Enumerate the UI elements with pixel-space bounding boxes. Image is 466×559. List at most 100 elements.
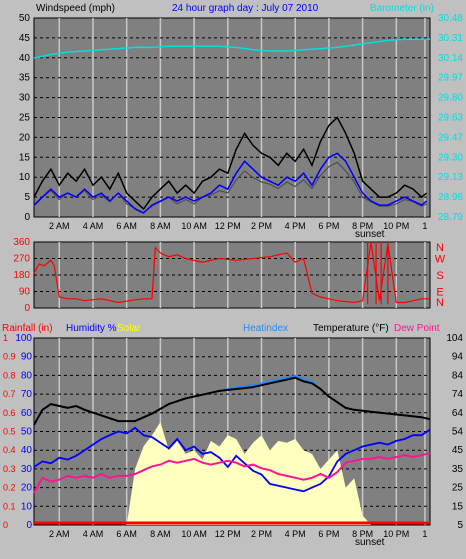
sunset-label-1: sunset	[355, 229, 385, 240]
dir-ytick-3: 270	[13, 254, 30, 265]
sunset-label-2: sunset	[355, 537, 385, 548]
temp-ytick-7: 74	[452, 389, 464, 400]
rain-y-tick-labels: 0 0.1 0.2 0.3 0.4 0.5 0.6 0.7 0.8 0.9 1	[3, 333, 16, 530]
wind-xtick-10: 10 PM	[383, 221, 409, 231]
dewpoint-line	[33, 452, 431, 494]
wind-xtick-3: 8 AM	[150, 221, 171, 231]
rain-axis-label: Rainfall (in)	[2, 323, 53, 334]
wind-ytick-8: 40	[19, 53, 31, 64]
rain-ytick-8: 0.8	[3, 370, 16, 380]
wind-direction-line	[33, 241, 430, 304]
dewpoint-axis-label: Dew Point	[394, 323, 440, 334]
rain-ytick-0: 0	[3, 520, 8, 530]
humidity-ytick-6: 60	[21, 408, 33, 419]
wind-xtick-0: 2 AM	[49, 221, 70, 231]
temp-xtick-9: 8 PM	[352, 529, 373, 539]
wind-xtick-7: 4 PM	[285, 221, 306, 231]
wind-ytick-7: 35	[19, 73, 31, 84]
wind-series	[33, 38, 430, 214]
rain-ytick-7: 0.7	[3, 389, 16, 399]
compass-1: W	[435, 254, 446, 266]
baro-ytick-8: 30.14	[438, 53, 463, 64]
wind-xtick-9: 8 PM	[352, 221, 373, 231]
baro-ytick-0: 28.79	[438, 212, 463, 223]
humidity-ytick-2: 20	[21, 483, 33, 494]
baro-ytick-1: 28.96	[438, 192, 463, 203]
temp-ytick-4: 45	[452, 445, 464, 456]
wind-ytick-5: 25	[19, 113, 31, 124]
temp-xtick-3: 8 AM	[150, 529, 171, 539]
humidity-y-tick-labels: 0 10 20 30 40 50 60 70 80 90 100	[15, 333, 32, 531]
wind-x-tick-labels: 2 AM 4 AM 6 AM 8 AM 10 AM 12 PM 2 PM 4 PM 6 PM 8 …	[49, 221, 427, 231]
baro-ytick-6: 29.80	[438, 93, 463, 104]
wind-xtick-8: 6 PM	[318, 221, 339, 231]
windspeed-line	[33, 116, 428, 211]
temp-ytick-3: 35	[452, 464, 464, 475]
dir-ytick-2: 180	[13, 270, 30, 281]
wind-average-line	[33, 152, 428, 214]
solar-area	[126, 422, 371, 525]
baro-ytick-9: 30.31	[438, 33, 463, 44]
rain-ytick-5: 0.5	[3, 427, 16, 437]
temp-xtick-7: 4 PM	[285, 529, 306, 539]
wind-ytick-10: 50	[19, 13, 31, 24]
wind-xtick-11: 1	[422, 221, 427, 231]
wind-xtick-6: 2 PM	[251, 221, 272, 231]
temp-ytick-10: 104	[446, 333, 463, 344]
wind-xtick-5: 12 PM	[215, 221, 241, 231]
direction-series	[33, 241, 430, 305]
wind-ytick-4: 20	[19, 132, 31, 143]
humidity-ytick-4: 40	[21, 445, 33, 456]
baro-ytick-7: 29.97	[438, 73, 463, 84]
temp-grid	[34, 338, 430, 525]
temp-ytick-6: 64	[452, 408, 464, 419]
rain-ytick-1: 0.1	[3, 501, 16, 511]
humidity-ytick-3: 30	[21, 464, 33, 475]
wind-ytick-0: 0	[24, 212, 30, 223]
humidity-ytick-7: 70	[21, 389, 33, 400]
temp-ytick-2: 25	[452, 483, 464, 494]
baro-ytick-3: 29.30	[438, 152, 463, 163]
baro-ytick-2: 29.13	[438, 172, 463, 183]
baro-y-tick-labels: 28.79 28.96 29.13 29.30 29.47 29.63 29.80 29.97…	[438, 13, 463, 223]
temp-xtick-4: 10 AM	[181, 529, 207, 539]
dir-ytick-0: 0	[24, 303, 30, 314]
wind-y-tick-labels: 0 5 10 15 20 25 30 35 40 45 50	[19, 13, 31, 223]
heatindex-axis-label: Heatindex	[243, 323, 288, 334]
humidity-ytick-9: 90	[21, 352, 33, 363]
temp-ytick-9: 94	[452, 352, 464, 363]
dir-ytick-1: 90	[19, 287, 31, 298]
temp-xtick-6: 2 PM	[251, 529, 272, 539]
temp-ytick-1: 15	[452, 501, 464, 512]
temp-xtick-0: 2 AM	[49, 529, 70, 539]
wind-axis-label: Windspeed (mph)	[36, 3, 115, 14]
humidity-ytick-5: 50	[21, 427, 33, 438]
direction-y-tick-labels: 0 90 180 270 360	[13, 237, 30, 314]
temp-ytick-0: 5	[457, 520, 463, 531]
temp-ytick-5: 54	[452, 427, 464, 438]
temp-ytick-8: 84	[452, 370, 464, 381]
rain-ytick-3: 0.3	[3, 464, 16, 474]
temp-series	[33, 374, 431, 525]
wind-ytick-2: 10	[19, 172, 31, 183]
humidity-ytick-10: 100	[15, 333, 32, 344]
temp-xtick-11: 1	[422, 529, 427, 539]
barometer-line	[33, 38, 430, 59]
windspeed-low-line	[33, 161, 427, 214]
compass-2: S	[436, 270, 443, 282]
solar-axis-label: Solar	[117, 323, 141, 334]
humidity-ytick-0: 0	[26, 520, 32, 531]
temp-xtick-8: 6 PM	[318, 529, 339, 539]
humidity-axis-label: Humidity %	[66, 323, 117, 334]
wind-xtick-4: 10 AM	[181, 221, 207, 231]
rain-ytick-10: 1	[3, 333, 8, 343]
baro-axis-label: Barometer (in)	[370, 3, 434, 14]
wind-xtick-1: 4 AM	[83, 221, 104, 231]
temperature-line	[33, 376, 431, 426]
temp-x-tick-labels: 2 AM 4 AM 6 AM 8 AM 10 AM 12 PM 2 PM 4 PM 6 PM 8 …	[49, 529, 427, 539]
chart-title: 24 hour graph day : July 07 2010	[172, 3, 319, 14]
baro-ytick-5: 29.63	[438, 113, 463, 124]
temp-y-tick-labels: 5 15 25 35 45 54 64 74 84 94 104	[446, 333, 463, 531]
compass-4: N	[436, 297, 444, 309]
